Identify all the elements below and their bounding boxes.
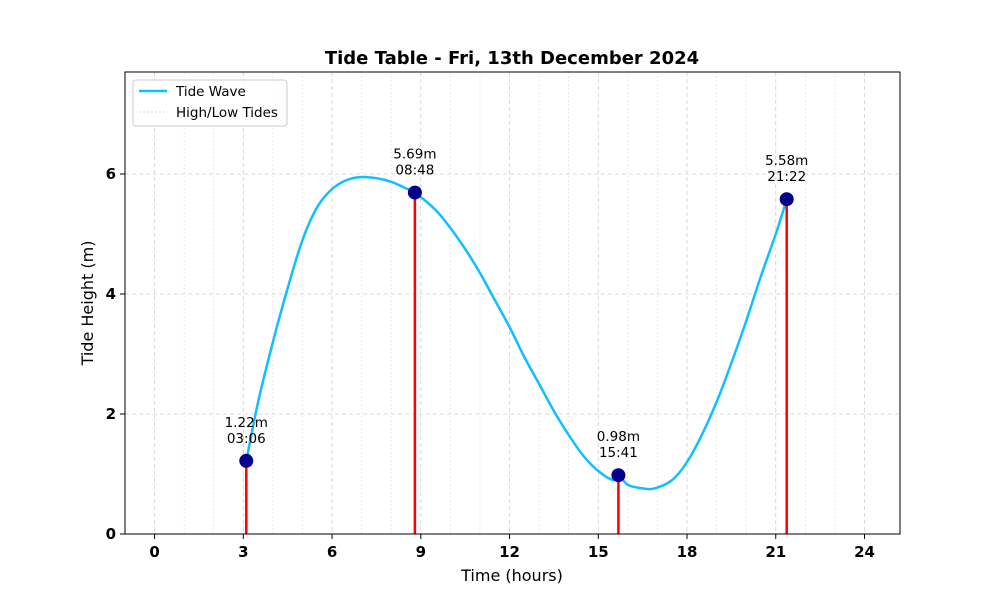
- x-tick-label: 18: [677, 543, 698, 561]
- x-tick-label: 9: [416, 543, 426, 561]
- x-axis-label: Time (hours): [460, 566, 563, 585]
- x-tick-label: 12: [499, 543, 520, 561]
- plot-frame: [124, 71, 901, 535]
- tide-time-label: 08:48: [395, 163, 434, 179]
- y-tick-label: 6: [106, 165, 116, 183]
- x-tick-label: 0: [149, 543, 159, 561]
- y-tick-label: 4: [106, 285, 116, 303]
- tide-height-label: 5.58m: [765, 153, 808, 169]
- x-tick-label: 15: [588, 543, 609, 561]
- tide-time-label: 21:22: [767, 169, 806, 185]
- tide-wave-line: [245, 175, 788, 491]
- y-axis-label: Tide Height (m): [78, 241, 97, 367]
- tide-marker: [239, 453, 254, 468]
- legend-tides-label: High/Low Tides: [176, 105, 278, 121]
- tide-height-label: 5.69m: [393, 147, 436, 163]
- y-tick-label: 0: [106, 525, 116, 543]
- y-tick-label: 2: [106, 405, 116, 423]
- legend-tide-wave-label: Tide Wave: [175, 84, 246, 100]
- x-tick-label: 21: [765, 543, 786, 561]
- x-tick-label: 24: [854, 543, 875, 561]
- x-tick-label: 3: [238, 543, 248, 561]
- tide-time-label: 03:06: [227, 431, 266, 447]
- tide-height-label: 1.22m: [225, 415, 268, 431]
- legend-box: [132, 79, 288, 127]
- legend: Tide Wave High/Low Tides: [132, 79, 288, 127]
- x-tick-label: 6: [327, 543, 337, 561]
- tide-marker: [407, 185, 422, 200]
- tide-markers: [239, 185, 794, 483]
- tide-marker: [779, 192, 794, 207]
- chart-title: Tide Table - Fri, 13th December 2024: [325, 48, 699, 69]
- tide-stems: [245, 192, 788, 534]
- tide-marker: [611, 468, 626, 483]
- tide-time-label: 15:41: [599, 445, 638, 461]
- tide-height-label: 0.98m: [597, 429, 640, 445]
